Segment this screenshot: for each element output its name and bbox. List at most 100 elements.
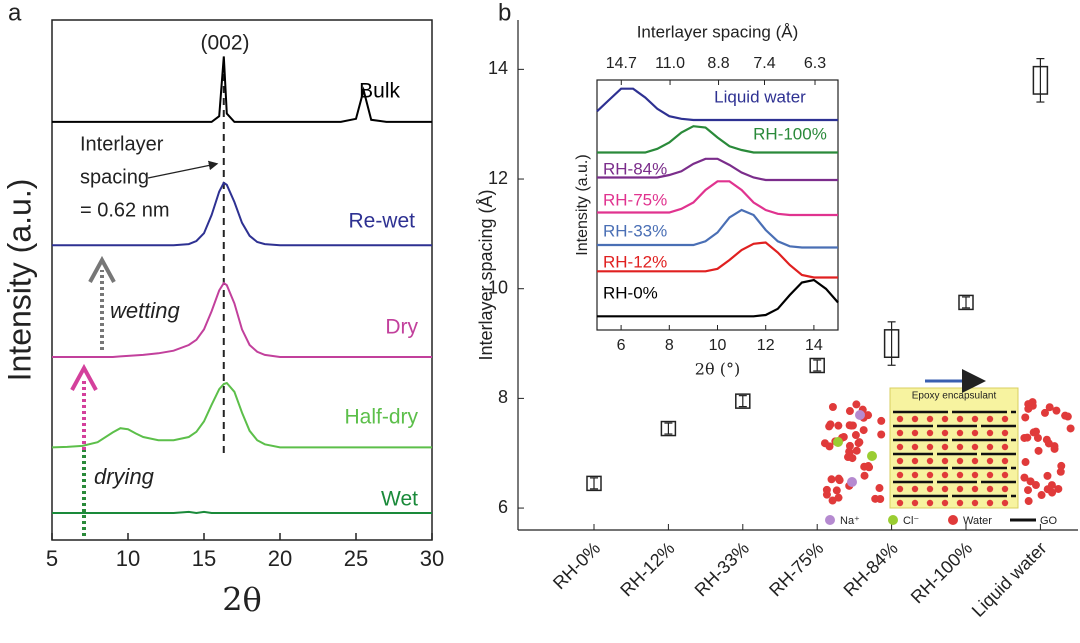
water-molecule: [845, 407, 854, 416]
x2-tick-label: 7.4: [753, 55, 775, 72]
water-molecule: [986, 471, 994, 479]
error-box: [660, 420, 677, 437]
x2-tick-label: 6.3: [804, 55, 826, 72]
water-molecule: [1040, 408, 1049, 417]
water-molecule: [986, 429, 994, 437]
water-molecule: [986, 457, 994, 465]
error-box: [809, 357, 825, 374]
water-molecule: [971, 485, 979, 493]
water-molecule: [1024, 486, 1033, 495]
y-axis-label: Interlayer spacing (Å): [476, 189, 496, 360]
error-box: [958, 294, 974, 311]
water-molecule: [986, 443, 994, 451]
water-molecule: [896, 415, 904, 423]
x-tick-label: 25: [344, 546, 368, 571]
water-molecule: [1021, 413, 1030, 422]
panel-label: a: [8, 0, 22, 26]
legend-label: Water: [963, 515, 992, 527]
water-molecule: [851, 431, 860, 440]
spacing-annotation: spacing: [80, 166, 149, 188]
x2-tick-label: 8.8: [707, 55, 729, 72]
water-molecule: [1043, 471, 1052, 480]
schematic-title: Epoxy encapsulant: [912, 391, 997, 402]
legend-swatch: [888, 515, 898, 525]
water-molecule: [911, 443, 919, 451]
water-molecule: [911, 415, 919, 423]
annotation-arrow: [147, 160, 219, 179]
water-molecule: [896, 499, 904, 507]
water-molecule: [926, 471, 934, 479]
x-tick-label: RH-75%: [765, 538, 827, 600]
water-molecule: [896, 429, 904, 437]
x-tick-label: 20: [268, 546, 292, 571]
x-axis-label: 2θ: [222, 581, 262, 619]
inset-curve: [597, 180, 838, 217]
sodium-ion: [847, 477, 857, 487]
curve-label: Half-dry: [344, 406, 418, 429]
water-molecule: [1033, 433, 1042, 442]
water-molecule: [896, 471, 904, 479]
water-molecule: [956, 485, 964, 493]
water-molecule: [847, 421, 856, 430]
water-molecule: [1037, 491, 1046, 500]
water-molecule: [1001, 443, 1009, 451]
water-molecule: [911, 471, 919, 479]
x-tick-label: Liquid water: [968, 538, 1051, 621]
water-molecule: [852, 446, 861, 455]
water-molecule: [956, 499, 964, 507]
x-tick-label: RH-12%: [616, 538, 678, 600]
water-molecule: [859, 426, 868, 435]
water-molecule: [845, 441, 854, 450]
water-molecule: [828, 496, 837, 505]
xrd-curve: [52, 510, 432, 515]
x-axis-label: 2θ (°): [695, 360, 740, 379]
water-molecule: [1048, 488, 1057, 497]
water-molecule: [1020, 473, 1029, 482]
y-tick-label: 8: [498, 387, 508, 407]
water-molecule: [1061, 411, 1070, 420]
epoxy-block: [889, 387, 1019, 509]
xrd-curve: [52, 181, 432, 247]
xrd-curve: [51, 381, 432, 449]
water-molecule: [820, 439, 829, 448]
water-molecule: [971, 499, 979, 507]
water-molecule: [1057, 461, 1066, 470]
water-molecule: [1001, 415, 1009, 423]
curve-label: Wet: [381, 488, 418, 511]
y-tick-label: 12: [488, 168, 508, 188]
x2-axis-label: Interlayer spacing (Å): [637, 22, 799, 41]
water-molecule: [826, 420, 835, 429]
water-molecule: [941, 443, 949, 451]
water-molecule: [941, 499, 949, 507]
x-tick-label: RH-100%: [907, 538, 976, 607]
x-tick-label: 15: [192, 546, 216, 571]
spacing-annotation: Interlayer: [80, 133, 164, 155]
water-molecule: [877, 416, 886, 425]
y-tick-label: 6: [498, 497, 508, 517]
water-molecule: [1047, 481, 1056, 490]
curve-label: RH-33%: [603, 221, 667, 240]
water-molecule: [941, 457, 949, 465]
water-molecule: [1001, 471, 1009, 479]
water-molecule: [941, 415, 949, 423]
xrd-curve: [52, 56, 432, 123]
water-molecule: [1042, 435, 1051, 444]
water-molecule: [1031, 481, 1040, 490]
water-molecule: [860, 471, 869, 480]
water-molecule: [827, 475, 836, 484]
curve-label: RH-100%: [753, 124, 827, 143]
peak-annotation: (002): [200, 32, 249, 55]
error-box: [586, 475, 602, 492]
x-tick-label: 8: [665, 337, 674, 354]
curve-label: Bulk: [359, 80, 400, 103]
water-molecule: [1001, 485, 1009, 493]
water-molecule: [956, 415, 964, 423]
inset-curve: [597, 241, 838, 279]
water-molecule: [1001, 457, 1009, 465]
water-molecule: [896, 457, 904, 465]
water-molecule: [1021, 458, 1030, 467]
water-molecule: [926, 415, 934, 423]
water-molecule: [855, 438, 864, 447]
x-tick-label: RH-0%: [549, 538, 604, 593]
